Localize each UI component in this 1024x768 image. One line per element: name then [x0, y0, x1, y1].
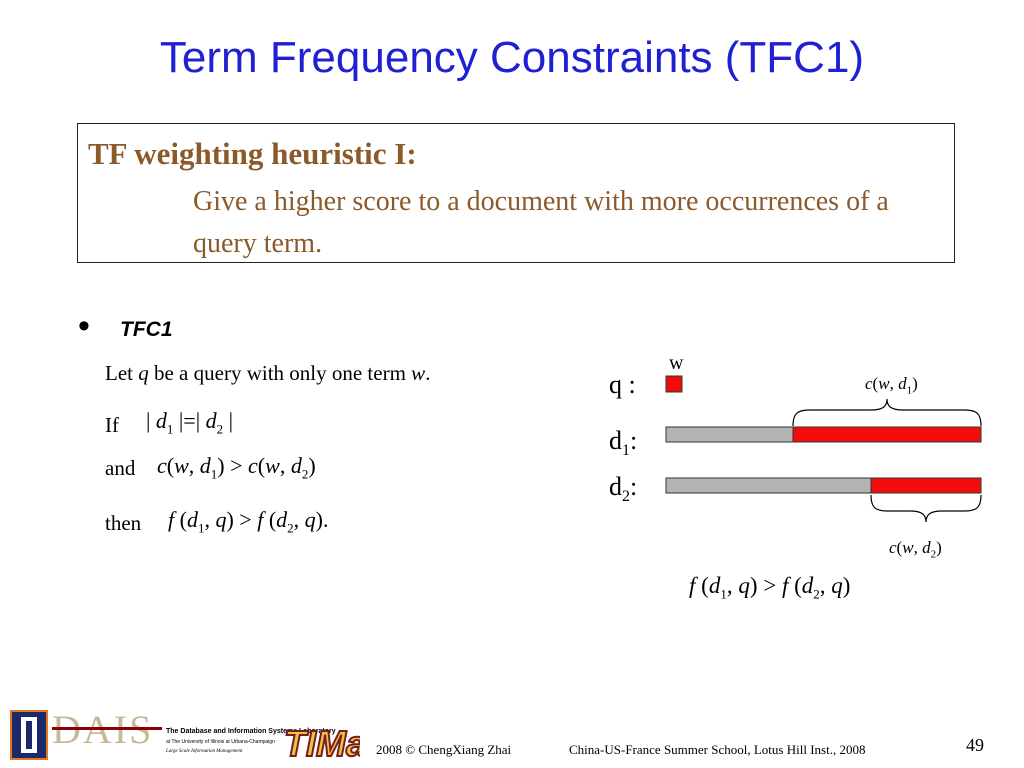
let-period: .: [425, 361, 431, 385]
d2-count-label: c(w, d2): [889, 538, 942, 561]
query-symbol: q: [138, 361, 149, 385]
let-line: Let q be a query with only one term w.: [105, 361, 430, 386]
d1-label: d1:: [609, 426, 638, 460]
let-word: Let: [105, 361, 133, 385]
d1-red-segment: [792, 426, 982, 443]
query-term-box: [665, 375, 683, 393]
svg-text:TIMan: TIMan: [284, 723, 360, 762]
and-word: and: [105, 456, 136, 480]
event-name: China-US-France Summer School, Lotus Hil…: [569, 742, 866, 757]
term-symbol: w: [411, 361, 426, 385]
lab-name: The Database and Information Systems Lab…: [166, 728, 336, 735]
count-inequality-formula: c(w, d1) > c(w, d2): [157, 453, 316, 482]
heuristic-body: Give a higher score to a document with m…: [193, 186, 889, 259]
lab-affiliation: at The University of Illinois at Urbana-…: [166, 739, 275, 745]
d2-red-segment: [870, 477, 982, 494]
dais-logo-stripe: [52, 727, 162, 730]
d1-count-label: c(w, d1): [865, 374, 918, 397]
heuristic-box: TF weighting heuristic I: Give a higher …: [77, 123, 955, 263]
page-number: 49: [966, 735, 984, 755]
score-inequality-formula: f (d1, q) > f (d2, q).: [168, 507, 329, 536]
then-word: then: [105, 511, 142, 535]
illinois-logo: [10, 710, 48, 760]
q-label: q :: [609, 370, 636, 399]
copyright: 2008 © ChengXiang Zhai: [376, 742, 512, 757]
lab-tagline: Large Scale Information Management: [166, 749, 243, 754]
diagram-conclusion: f (d1, q) > f (d2, q): [689, 573, 851, 602]
slide-title: Term Frequency Constraints (TFC1): [159, 33, 865, 82]
length-equality-formula: | d1 |=| d2 |: [146, 408, 234, 437]
w-label: w: [669, 352, 684, 374]
d1-count-brace: [792, 398, 982, 427]
d2-label: d2:: [609, 472, 638, 506]
heuristic-heading: TF weighting heuristic I:: [88, 136, 417, 171]
timan-logo: TIMan: [283, 722, 360, 762]
d1-gray-segment: [665, 426, 794, 443]
d2-gray-segment: [665, 477, 872, 494]
dais-logo: DAIS: [52, 707, 154, 752]
let-middle-text: be a query with only one term: [153, 361, 406, 385]
if-word: If: [105, 413, 119, 437]
d2-count-brace: [870, 494, 982, 523]
bullet-point: •: [78, 307, 90, 345]
bullet-label: TFC1: [120, 318, 173, 341]
